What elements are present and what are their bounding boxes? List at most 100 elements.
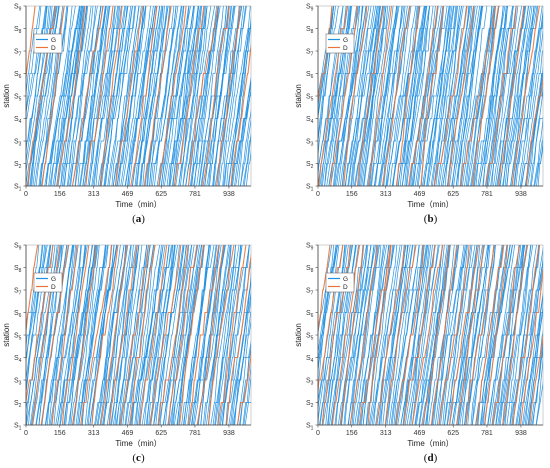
- series-G-line: [388, 245, 416, 425]
- series-G-line: [350, 6, 378, 186]
- y-tick-label: S2: [306, 400, 314, 409]
- series-G-line: [165, 245, 193, 425]
- y-tick-label: S5: [306, 94, 314, 103]
- series-G-line: [408, 245, 440, 425]
- series-D-line: [492, 245, 521, 425]
- series-G-line: [451, 245, 478, 425]
- series-D-line: [188, 245, 220, 425]
- series-G-line: [198, 6, 229, 186]
- series-G-line: [399, 6, 425, 186]
- series-G-line: [497, 6, 526, 186]
- x-axis-label: Time（min）: [115, 200, 161, 209]
- series-G-line: [489, 245, 516, 425]
- series-D-line: [525, 76, 543, 186]
- series-G-line: [226, 15, 251, 186]
- series-G-line: [135, 245, 161, 425]
- y-axis-label: station: [2, 84, 11, 108]
- series-G-line: [93, 6, 122, 186]
- series-D-line: [61, 245, 90, 425]
- series-G-line: [416, 6, 444, 186]
- series-D-line: [143, 6, 172, 186]
- y-tick-label: S4: [306, 116, 314, 125]
- series-G-line: [69, 245, 97, 425]
- x-axis-label: Time（min）: [407, 439, 453, 448]
- series-G-line: [128, 6, 157, 186]
- series-D-line: [447, 6, 475, 186]
- series-G-line: [348, 245, 376, 425]
- y-tick-label: S7: [306, 49, 314, 58]
- series-D-line: [430, 245, 458, 425]
- series-D-line: [158, 6, 187, 186]
- series-G-line: [245, 149, 251, 186]
- series-D-line: [485, 6, 517, 186]
- series-G-line: [348, 6, 379, 186]
- series-G-line: [219, 6, 247, 186]
- x-tick-label: 469: [122, 430, 134, 437]
- series-G-line: [354, 245, 382, 425]
- series-G-line: [473, 6, 500, 186]
- series-G-line: [467, 6, 496, 186]
- series-D-line: [108, 245, 138, 425]
- series-G-line: [74, 6, 102, 186]
- legend-label: D: [343, 45, 348, 52]
- series-D-line: [384, 245, 417, 425]
- series-D-line: [208, 245, 235, 425]
- x-tick-label: 313: [380, 430, 392, 437]
- y-tick-label: S6: [306, 310, 314, 319]
- series-D-line: [483, 245, 509, 425]
- series-G-line: [152, 6, 177, 186]
- series-G-line: [447, 245, 478, 425]
- series-G-line: [341, 6, 372, 186]
- y-tick-label: S7: [14, 49, 22, 58]
- series-G-line: [404, 6, 430, 186]
- series-G-line: [26, 6, 50, 174]
- trajectory-lines: [318, 6, 543, 186]
- series-D-line: [119, 245, 150, 425]
- series-G-line: [118, 245, 140, 425]
- series-D-line: [433, 6, 468, 186]
- series-G-line: [385, 6, 412, 186]
- series-D-line: [358, 245, 392, 425]
- series-G-line: [196, 6, 220, 186]
- series-G-line: [99, 6, 126, 186]
- series-G-line: [223, 6, 251, 186]
- series-D-line: [422, 245, 450, 425]
- series-G-line: [467, 6, 493, 186]
- series-D-line: [31, 245, 61, 425]
- series-G-line: [452, 6, 475, 186]
- y-tick-label: S8: [306, 265, 314, 274]
- legend: GD: [325, 33, 355, 54]
- series-G-line: [82, 6, 109, 186]
- x-tick-label: 0: [24, 191, 28, 198]
- series-G-line: [371, 6, 397, 186]
- series-G-line: [537, 145, 543, 186]
- series-D-line: [395, 245, 425, 425]
- series-D-line: [230, 44, 251, 186]
- series-D-line: [411, 245, 444, 425]
- series-G-line: [194, 6, 221, 186]
- series-D-line: [100, 245, 128, 425]
- y-tick-label: S5: [14, 94, 22, 103]
- series-G-line: [110, 245, 134, 425]
- series-G-line: [240, 109, 251, 186]
- x-tick-label: 938: [515, 430, 527, 437]
- series-G-line: [142, 6, 168, 186]
- series-D-line: [475, 245, 505, 425]
- series-D-line: [217, 245, 247, 425]
- series-D-line: [396, 6, 420, 186]
- x-tick-label: 313: [88, 430, 100, 437]
- y-tick-label: S1: [14, 184, 22, 193]
- series-D-line: [368, 6, 393, 186]
- panel-a: 0 156 313 469 625 781 938 S1 S2 S3 S4 S5 S6 S7 S8 S9 Tim…: [2, 4, 252, 225]
- series-G-line: [182, 6, 212, 186]
- x-tick-label: 156: [54, 430, 66, 437]
- series-G-line: [75, 245, 100, 425]
- series-G-line: [405, 6, 434, 186]
- series-G-line: [446, 245, 476, 425]
- series-G-line: [477, 245, 504, 425]
- series-G-line: [66, 6, 98, 186]
- series-G-line: [411, 6, 439, 186]
- series-G-line: [464, 245, 489, 425]
- legend-box: [325, 272, 355, 293]
- series-D-line: [173, 6, 205, 186]
